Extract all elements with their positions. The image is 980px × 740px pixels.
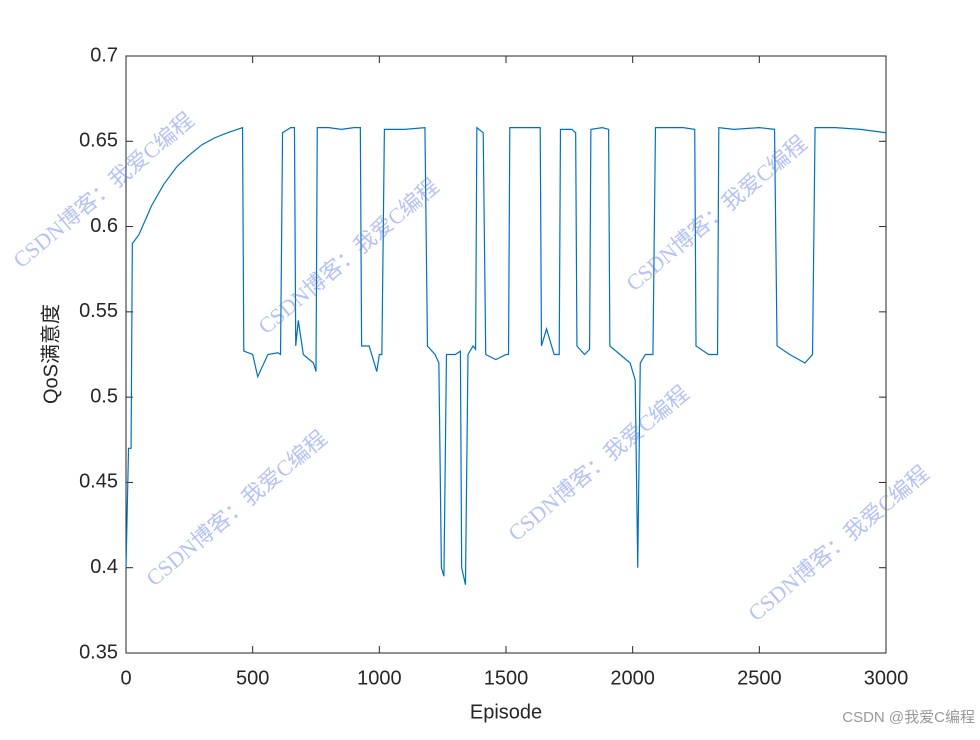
x-tick-label: 3000 <box>864 667 909 689</box>
y-tick-label: 0.5 <box>90 385 118 407</box>
x-tick-label: 500 <box>236 667 269 689</box>
data-line <box>125 126 887 585</box>
footer: CSDN @我爱C编程 <box>842 709 975 726</box>
y-axis-label: QoS满意度 <box>39 304 62 404</box>
y-tick-label: 0.45 <box>79 471 118 493</box>
y-tick-label: 0.6 <box>90 215 118 237</box>
x-tick-label: 2000 <box>610 667 655 689</box>
y-tick-label: 0.65 <box>79 130 118 152</box>
y-tick-label: 0.4 <box>90 556 118 578</box>
x-tick-label: 1000 <box>357 667 402 689</box>
y-tick-label: 0.55 <box>79 300 118 322</box>
x-axis-label: Episode <box>470 701 542 723</box>
x-tick-label: 0 <box>120 667 131 689</box>
y-tick-label: 0.7 <box>90 44 118 66</box>
x-tick-label: 2500 <box>737 667 782 689</box>
x-tick-label: 1500 <box>484 667 529 689</box>
y-tick-label: 0.35 <box>79 641 118 663</box>
